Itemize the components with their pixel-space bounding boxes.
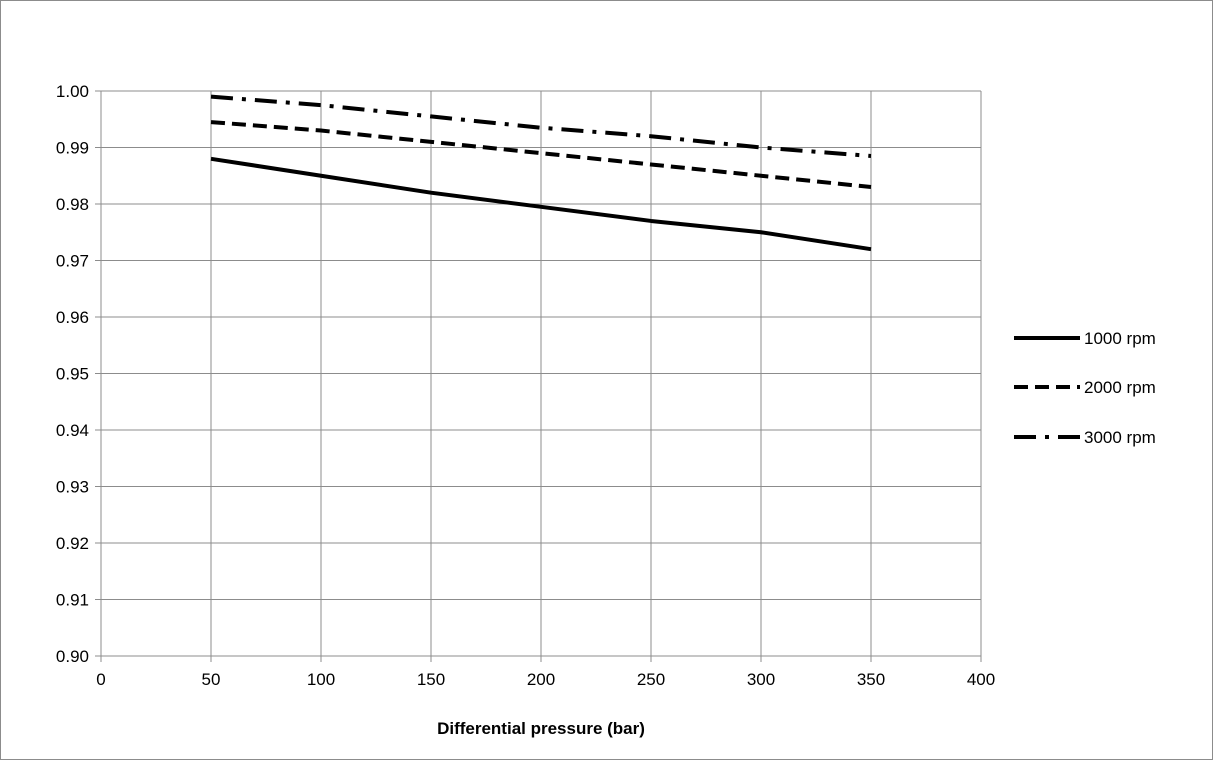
legend-label: 1000 rpm	[1084, 329, 1156, 348]
y-tick-label: 1.00	[56, 82, 89, 101]
y-tick-label: 0.97	[56, 252, 89, 271]
x-tick-label: 200	[527, 670, 555, 689]
axes	[95, 90, 982, 662]
x-tick-label: 0	[96, 670, 105, 689]
x-tick-label: 100	[307, 670, 335, 689]
y-tick-label: 0.98	[56, 195, 89, 214]
x-tick-label: 400	[967, 670, 995, 689]
y-tick-label: 0.94	[56, 421, 89, 440]
y-tick-label: 0.92	[56, 534, 89, 553]
x-tick-label: 300	[747, 670, 775, 689]
series-line-2000-rpm	[210, 120, 872, 190]
legend-label: 3000 rpm	[1084, 428, 1156, 447]
x-tick-label: 350	[857, 670, 885, 689]
x-tick-label: 150	[417, 670, 445, 689]
y-tick-label: 0.91	[56, 591, 89, 610]
x-tick-label: 250	[637, 670, 665, 689]
x-tick-label: 50	[202, 670, 221, 689]
legend: 1000 rpm 2000 rpm 3000 rpm	[1014, 329, 1156, 447]
y-tick-label: 0.90	[56, 647, 89, 666]
y-tick-label: 0.93	[56, 478, 89, 497]
series-lines	[210, 94, 872, 252]
y-tick-label: 0.99	[56, 139, 89, 158]
y-tick-label: 0.96	[56, 308, 89, 327]
tick-labels: 0 50 100 150 200 250 300 350 400 0.90 0.91 0.92 0.93…	[56, 82, 995, 689]
series-line-1000-rpm	[210, 156, 872, 252]
x-axis-title: Differential pressure (bar)	[437, 719, 645, 738]
grid	[101, 90, 982, 656]
legend-label: 2000 rpm	[1084, 378, 1156, 397]
y-tick-label: 0.95	[56, 365, 89, 384]
